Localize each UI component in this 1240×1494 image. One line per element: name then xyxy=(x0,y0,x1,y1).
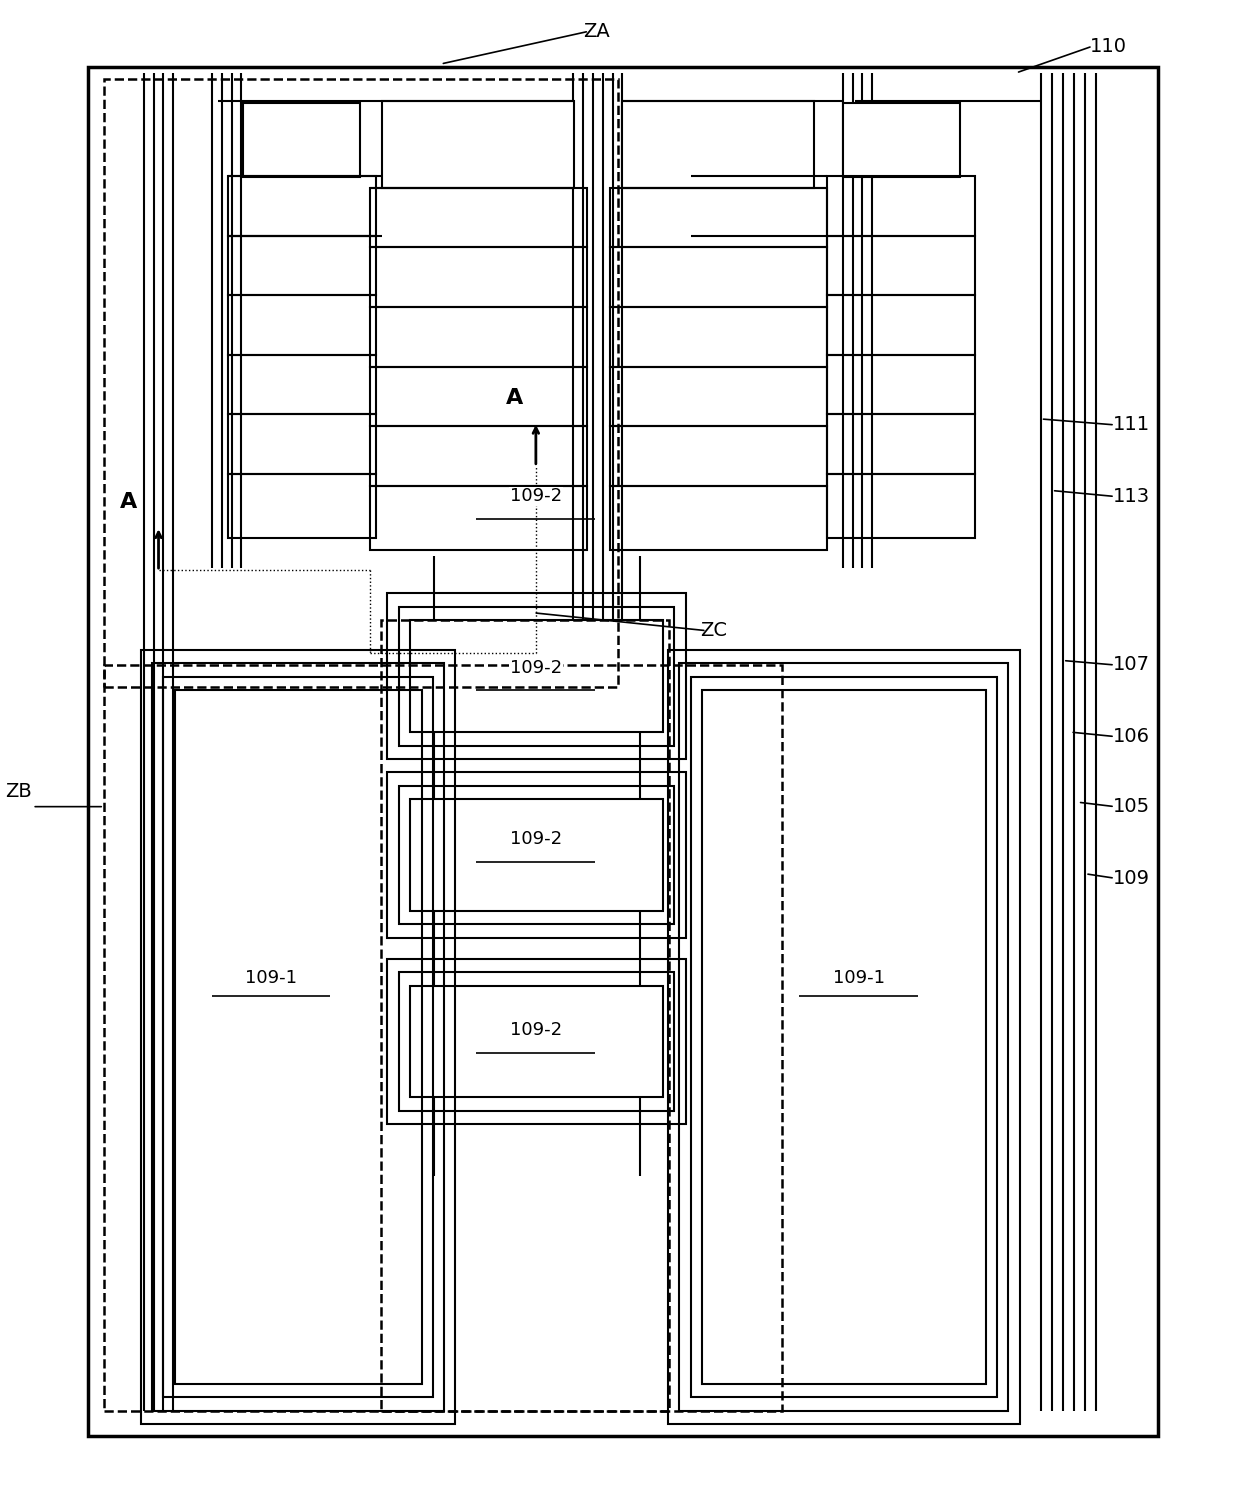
Bar xyxy=(827,354,975,414)
Bar xyxy=(228,236,376,296)
Text: 109: 109 xyxy=(1112,868,1149,887)
Bar xyxy=(228,354,376,414)
Bar xyxy=(387,593,686,759)
Bar xyxy=(175,690,422,1383)
Bar xyxy=(610,248,827,308)
Bar xyxy=(409,620,663,732)
Text: ZC: ZC xyxy=(701,622,728,641)
Bar xyxy=(370,426,587,486)
Text: 107: 107 xyxy=(1112,656,1149,674)
Bar xyxy=(153,663,444,1410)
Text: 106: 106 xyxy=(1112,728,1149,746)
Bar xyxy=(398,607,675,746)
Text: 109-2: 109-2 xyxy=(510,831,562,849)
Text: A: A xyxy=(120,493,138,512)
Bar xyxy=(228,176,376,236)
Bar xyxy=(88,67,1158,1436)
Bar xyxy=(827,176,975,236)
Text: 109-2: 109-2 xyxy=(510,487,562,505)
Bar xyxy=(680,663,1008,1410)
Text: ZB: ZB xyxy=(5,783,32,801)
Bar xyxy=(843,103,960,178)
Text: 109-1: 109-1 xyxy=(833,970,885,988)
Bar xyxy=(610,486,827,550)
Bar xyxy=(164,677,433,1397)
Bar xyxy=(370,188,587,248)
Bar xyxy=(610,426,827,486)
Bar xyxy=(827,414,975,474)
Bar xyxy=(382,102,574,188)
Text: 105: 105 xyxy=(1112,798,1149,816)
Bar xyxy=(370,366,587,426)
Text: 111: 111 xyxy=(1112,415,1149,435)
Bar xyxy=(370,308,587,366)
Text: 109-2: 109-2 xyxy=(510,659,562,677)
Bar xyxy=(381,620,670,1410)
Bar xyxy=(387,959,686,1125)
Bar xyxy=(409,799,663,911)
Bar xyxy=(228,474,376,538)
Bar xyxy=(610,308,827,366)
Bar xyxy=(228,414,376,474)
Bar xyxy=(228,296,376,354)
Text: ZA: ZA xyxy=(583,22,610,40)
Bar xyxy=(827,296,975,354)
Text: 113: 113 xyxy=(1112,487,1149,506)
Bar xyxy=(370,486,587,550)
Bar xyxy=(104,79,618,687)
Bar xyxy=(668,650,1019,1424)
Text: 110: 110 xyxy=(1090,37,1127,55)
Text: 109-1: 109-1 xyxy=(246,970,298,988)
Bar xyxy=(398,786,675,925)
Bar xyxy=(387,772,686,938)
Bar xyxy=(610,188,827,248)
Bar xyxy=(141,650,455,1424)
Bar xyxy=(702,690,986,1383)
Bar xyxy=(622,102,815,188)
Bar xyxy=(243,103,360,178)
Bar xyxy=(409,986,663,1098)
Bar xyxy=(827,474,975,538)
Bar xyxy=(827,236,975,296)
Bar xyxy=(398,973,675,1112)
Bar xyxy=(610,366,827,426)
Text: 109-2: 109-2 xyxy=(510,1022,562,1040)
Bar xyxy=(104,665,782,1410)
Text: A: A xyxy=(506,388,523,408)
Bar xyxy=(691,677,997,1397)
Bar xyxy=(370,248,587,308)
